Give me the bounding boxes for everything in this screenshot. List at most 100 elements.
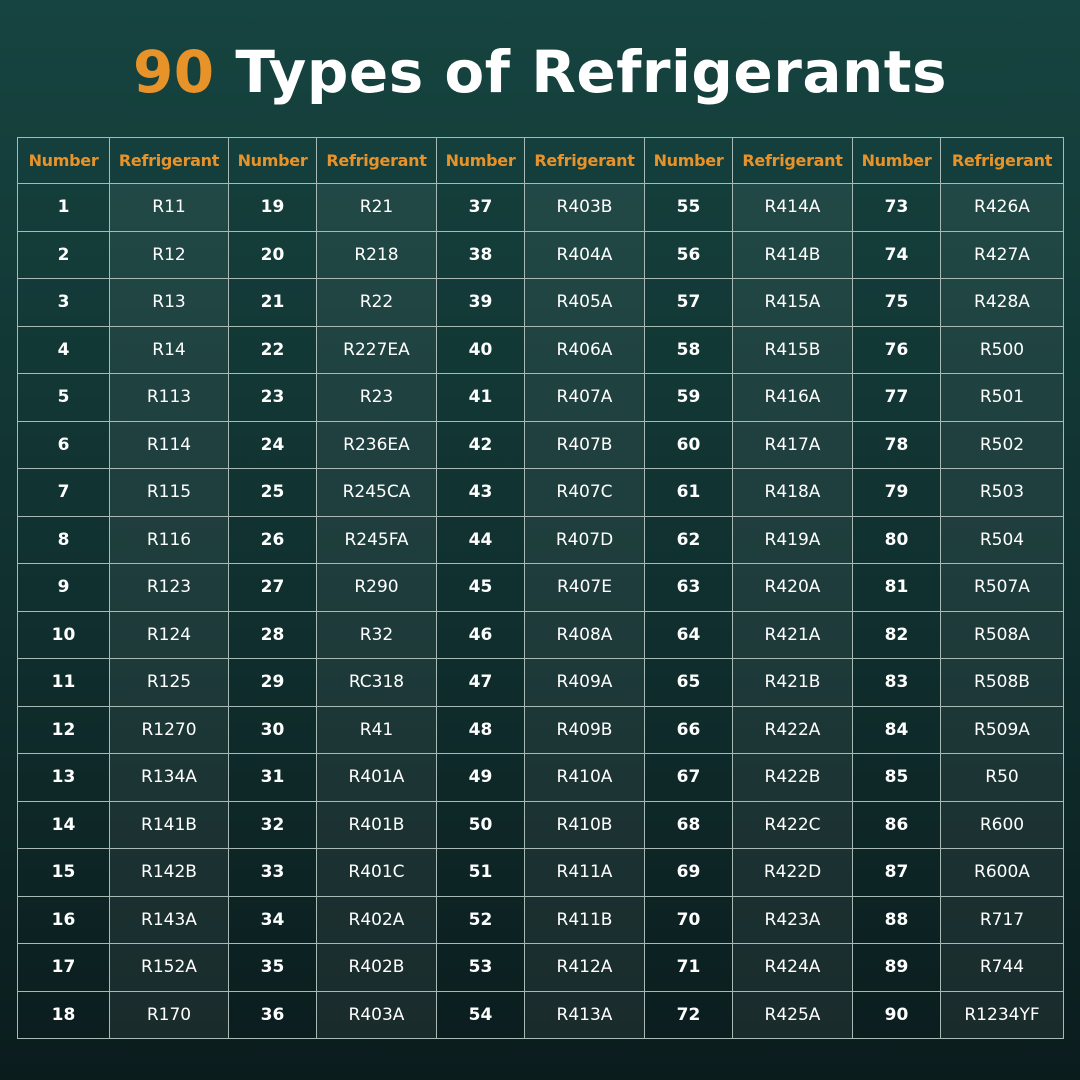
refrigerant-cell: R404A: [524, 230, 645, 279]
number-cell: 57: [644, 278, 733, 327]
number-cell: 34: [228, 895, 317, 944]
number-cell: 22: [228, 325, 317, 374]
table-row: 18 R170 36 R403A 54 R413A 72 R425A 90 R1234YF: [17, 990, 1064, 1039]
title: 90 Types of Refrigerants: [0, 38, 1080, 106]
number-cell: 80: [852, 515, 941, 564]
refrigerant-cell: R245FA: [316, 515, 437, 564]
refrigerant-cell: R11: [109, 183, 229, 232]
refrigerant-cell: R12: [109, 230, 229, 279]
number-cell: 12: [17, 705, 110, 754]
refrigerant-cell: R32: [316, 610, 437, 659]
number-cell: 59: [644, 373, 733, 422]
refrigerant-cell: R125: [109, 658, 229, 707]
number-cell: 38: [436, 230, 525, 279]
number-cell: 54: [436, 990, 525, 1039]
number-cell: 10: [17, 610, 110, 659]
refrigerant-cell: R419A: [732, 515, 853, 564]
table-row: 1 R11 19 R21 37 R403B 55 R414A 73 R426A: [17, 183, 1064, 232]
number-cell: 7: [17, 468, 110, 517]
number-cell: 16: [17, 895, 110, 944]
refrigerant-cell: R227EA: [316, 325, 437, 374]
number-cell: 25: [228, 468, 317, 517]
number-cell: 86: [852, 800, 941, 849]
refrigerant-cell: R509A: [940, 705, 1064, 754]
refrigerant-cell: R405A: [524, 278, 645, 327]
refrigerant-cell: R406A: [524, 325, 645, 374]
number-cell: 45: [436, 563, 525, 612]
refrigerant-cell: R415A: [732, 278, 853, 327]
refrigerant-cell: R141B: [109, 800, 229, 849]
refrigerant-cell: RC318: [316, 658, 437, 707]
number-cell: 76: [852, 325, 941, 374]
refrigerant-cell: R13: [109, 278, 229, 327]
column-header: Number: [644, 137, 733, 184]
refrigerant-cell: R422A: [732, 705, 853, 754]
refrigerant-cell: R409A: [524, 658, 645, 707]
table-row: 13 R134A 31 R401A 49 R410A 67 R422B 85 R50: [17, 753, 1064, 802]
refrigerant-cell: R503: [940, 468, 1064, 517]
number-cell: 24: [228, 420, 317, 469]
number-cell: 36: [228, 990, 317, 1039]
number-cell: 69: [644, 848, 733, 897]
number-cell: 41: [436, 373, 525, 422]
refrigerant-cell: R143A: [109, 895, 229, 944]
refrigerant-cell: R422B: [732, 753, 853, 802]
refrigerant-cell: R423A: [732, 895, 853, 944]
number-cell: 70: [644, 895, 733, 944]
number-cell: 72: [644, 990, 733, 1039]
number-cell: 23: [228, 373, 317, 422]
number-cell: 51: [436, 848, 525, 897]
column-header: Number: [852, 137, 941, 184]
refrigerant-cell: R407E: [524, 563, 645, 612]
refrigerant-cell: R508A: [940, 610, 1064, 659]
refrigerant-cell: R116: [109, 515, 229, 564]
refrigerant-cell: R600A: [940, 848, 1064, 897]
table-row: 17 R152A 35 R402B 53 R412A 71 R424A 89 R744: [17, 943, 1064, 992]
refrigerant-cell: R218: [316, 230, 437, 279]
refrigerant-cell: R114: [109, 420, 229, 469]
title-number: 90: [132, 38, 215, 106]
number-cell: 71: [644, 943, 733, 992]
number-cell: 11: [17, 658, 110, 707]
table-row: 10 R124 28 R32 46 R408A 64 R421A 82 R508A: [17, 610, 1064, 659]
number-cell: 85: [852, 753, 941, 802]
refrigerant-cell: R427A: [940, 230, 1064, 279]
number-cell: 21: [228, 278, 317, 327]
refrigerant-cell: R504: [940, 515, 1064, 564]
refrigerant-cell: R424A: [732, 943, 853, 992]
refrigerant-cell: R411A: [524, 848, 645, 897]
number-cell: 58: [644, 325, 733, 374]
table-row: 3 R13 21 R22 39 R405A 57 R415A 75 R428A: [17, 278, 1064, 327]
refrigerant-cell: R600: [940, 800, 1064, 849]
refrigerant-cell: R407A: [524, 373, 645, 422]
number-cell: 5: [17, 373, 110, 422]
number-cell: 50: [436, 800, 525, 849]
number-cell: 17: [17, 943, 110, 992]
refrigerant-cell: R408A: [524, 610, 645, 659]
refrigerant-cell: R420A: [732, 563, 853, 612]
number-cell: 84: [852, 705, 941, 754]
number-cell: 67: [644, 753, 733, 802]
number-cell: 40: [436, 325, 525, 374]
refrigerant-cell: R1234YF: [940, 990, 1064, 1039]
number-cell: 60: [644, 420, 733, 469]
number-cell: 14: [17, 800, 110, 849]
refrigerant-cell: R414B: [732, 230, 853, 279]
refrigerant-cell: R407B: [524, 420, 645, 469]
number-cell: 20: [228, 230, 317, 279]
table-row: 6 R114 24 R236EA 42 R407B 60 R417A 78 R502: [17, 420, 1064, 469]
column-header: Number: [17, 137, 110, 184]
refrigerant-cell: R403B: [524, 183, 645, 232]
refrigerant-cell: R501: [940, 373, 1064, 422]
refrigerant-cell: R410B: [524, 800, 645, 849]
refrigerant-cell: R134A: [109, 753, 229, 802]
refrigerant-cell: R21: [316, 183, 437, 232]
number-cell: 31: [228, 753, 317, 802]
number-cell: 27: [228, 563, 317, 612]
refrigerant-cell: R422C: [732, 800, 853, 849]
number-cell: 43: [436, 468, 525, 517]
number-cell: 9: [17, 563, 110, 612]
number-cell: 18: [17, 990, 110, 1039]
table-row: 9 R123 27 R290 45 R407E 63 R420A 81 R507A: [17, 563, 1064, 612]
